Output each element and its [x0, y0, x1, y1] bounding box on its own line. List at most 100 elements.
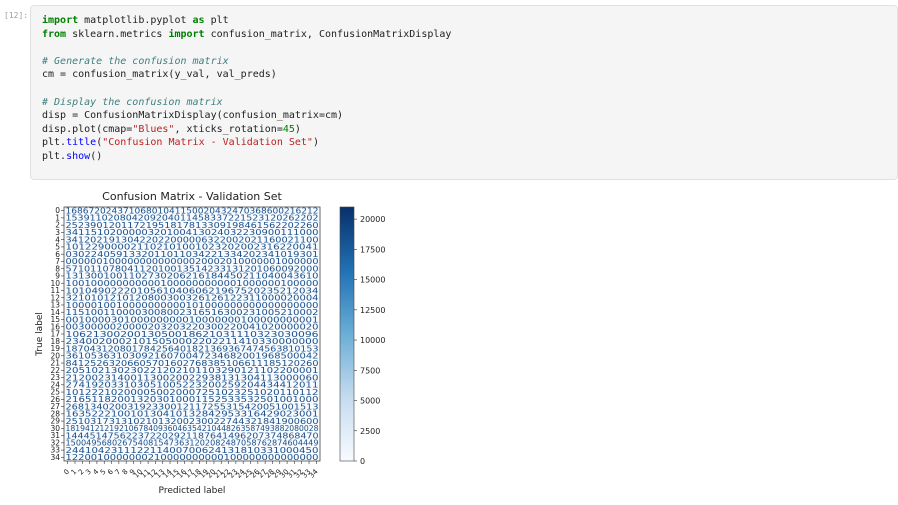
- cell-execution-count: [12]:: [4, 11, 29, 20]
- matrix-row-values: 274192033103051005223200259204434412011: [66, 381, 319, 390]
- x-tick-label: 0: [62, 468, 71, 477]
- y-tick-label: 7: [55, 257, 60, 266]
- matrix-row-values: 0302240591332011011034221334202341019301: [66, 250, 319, 259]
- x-tick-label: 30: [279, 468, 291, 480]
- x-tick-label: 22: [220, 468, 232, 480]
- code-token: plt.: [42, 137, 67, 149]
- y-tick-label: 10: [50, 279, 60, 288]
- matrix-row-values: 2510317313102101320023002274432184190060…: [66, 417, 319, 426]
- code-token: ): [294, 123, 301, 135]
- code-line: import matplotlib.pyplot as plt: [42, 15, 229, 26]
- code-line: # Generate the confusion matrix: [42, 56, 229, 67]
- x-tick-label: 33: [300, 468, 312, 480]
- matrix-row-values: 244104231112211400700624131810331000450: [66, 446, 319, 455]
- x-tick-label: 17: [183, 468, 195, 480]
- y-tick-label: 4: [55, 235, 60, 244]
- matrix-row-values: 1313001001102730206216184450211040043610: [66, 272, 319, 281]
- x-tick-label: 12: [147, 468, 159, 480]
- y-tick-label: 0: [55, 206, 60, 215]
- y-tick-label: 9: [55, 272, 60, 281]
- code-token: "Blues": [132, 123, 175, 135]
- x-tick-label: 8: [121, 468, 130, 477]
- code-token: ): [312, 137, 319, 149]
- code-token: sklearn.metrics: [66, 28, 169, 40]
- colorbar-tick-label: 17500: [360, 245, 385, 254]
- code-token: confusion_matrix, ConfusionMatrixDisplay: [204, 28, 452, 40]
- matrix-row-values: 3610536310309216070047234682001968500042: [66, 352, 319, 361]
- x-tick-label: 2: [77, 468, 86, 477]
- x-axis-label: Predicted label: [159, 486, 226, 496]
- matrix-row-values: 3412021913042202200000632200202116002110…: [66, 235, 319, 244]
- colorbar: [339, 206, 355, 462]
- y-tick-label: 19: [50, 344, 60, 353]
- code-token: import: [168, 28, 205, 40]
- code-line: from sklearn.metrics import confusion_ma…: [42, 29, 451, 40]
- x-tick-label: 15: [169, 468, 181, 480]
- matrix-row-values: 101222102000050020007251023251020110112: [66, 388, 319, 397]
- y-tick-label: 30: [50, 424, 60, 433]
- x-tick-label: 10: [132, 468, 144, 480]
- matrix-row-values: 163522210010130410132842953316429023001: [66, 410, 319, 419]
- matrix-row-values: 0030000020000203203220300220041020000020: [66, 323, 319, 332]
- matrix-row-values: 1686720243710680104115002043247036860021…: [66, 206, 319, 215]
- code-token: import: [42, 15, 79, 26]
- matrix-row-values: 216511820013203010001152533532501001000: [66, 395, 319, 404]
- cell-output: Confusion Matrix - Validation Set 1686720…: [30, 185, 410, 500]
- matrix-row-values: 101049022201056104060621967520235212034: [66, 286, 319, 295]
- y-tick-label: 1: [55, 213, 60, 222]
- colorbar-tick-label: 10000: [360, 336, 385, 345]
- y-tick-label: 8: [55, 264, 60, 273]
- code-token: matplotlib.pyplot: [78, 15, 193, 26]
- colorbar-tick-label: 7500: [360, 366, 380, 375]
- x-tick-label: 6: [106, 467, 115, 476]
- x-tick-label: 34: [308, 467, 320, 479]
- x-tick-label: 11: [140, 468, 152, 480]
- x-tick-label: 4: [92, 467, 101, 476]
- code-token: , xticks_rotation=: [174, 123, 283, 135]
- matrix-row-values: 205102130230221202101103290121102200001: [66, 366, 319, 375]
- y-tick-label: 24: [50, 380, 60, 389]
- y-axis-label: True label: [35, 312, 45, 357]
- matrix-row-values: 8412526320660570160276838510661118512026…: [66, 359, 319, 368]
- y-tick-label: 33: [50, 446, 60, 455]
- x-tick-label: 13: [154, 468, 166, 480]
- y-tick-label: 26: [50, 395, 60, 404]
- code-line: plt.show(): [42, 151, 102, 162]
- code-token: # Display the confusion matrix: [42, 96, 223, 108]
- x-tick-label: 18: [191, 468, 203, 480]
- code-token: as: [192, 15, 205, 26]
- y-tick-label: 14: [50, 308, 60, 317]
- y-tick-label: 12: [50, 293, 60, 302]
- y-tick-label: 3: [55, 228, 60, 237]
- x-tick-label: 27: [257, 468, 269, 480]
- y-tick-label: 32: [50, 438, 60, 447]
- confusion-matrix-plot: Confusion Matrix - Validation Set1686720…: [35, 190, 385, 496]
- code-line: disp.plot(cmap="Blues", xticks_rotation=…: [42, 124, 301, 135]
- code-editor[interactable]: import matplotlib.pyplot as plt from skl…: [42, 14, 451, 164]
- x-tick-label: 31: [286, 468, 298, 480]
- x-tick-label: 5: [99, 468, 108, 477]
- y-tick-label: 16: [50, 322, 60, 331]
- matrix-row-values: 101229000021102101001023202002316220041: [66, 243, 319, 252]
- x-tick-label: 3: [84, 468, 93, 477]
- code-cell[interactable]: import matplotlib.pyplot as plt from skl…: [30, 5, 898, 180]
- code-token: show: [66, 150, 91, 162]
- colorbar-tick-label: 2500: [360, 427, 380, 436]
- matrix-row-values: 1819412121921067840936046354210448263587…: [66, 424, 319, 433]
- y-tick-label: 17: [50, 330, 60, 339]
- y-tick-label: 15: [50, 315, 60, 324]
- matrix-row-values: 0000001000000000000002000201000000100000…: [66, 257, 319, 266]
- y-tick-label: 28: [50, 409, 60, 418]
- chart-title: Confusion Matrix - Validation Set: [102, 190, 282, 203]
- colorbar-tick-label: 12500: [360, 306, 385, 315]
- code-token: "Confusion Matrix - Validation Set": [102, 137, 313, 149]
- code-token: plt: [204, 15, 229, 26]
- y-tick-label: 27: [50, 402, 60, 411]
- y-tick-label: 22: [50, 366, 60, 375]
- x-tick-label: 28: [264, 468, 276, 480]
- y-tick-label: 21: [50, 359, 60, 368]
- matrix-row-values: 1151001100003008002316516300231005210002: [66, 308, 319, 317]
- matrix-row-values: 1444514756223722029211876414962073748684…: [66, 431, 319, 440]
- code-token: disp.plot(cmap=: [42, 123, 133, 135]
- y-tick-label: 11: [50, 286, 60, 295]
